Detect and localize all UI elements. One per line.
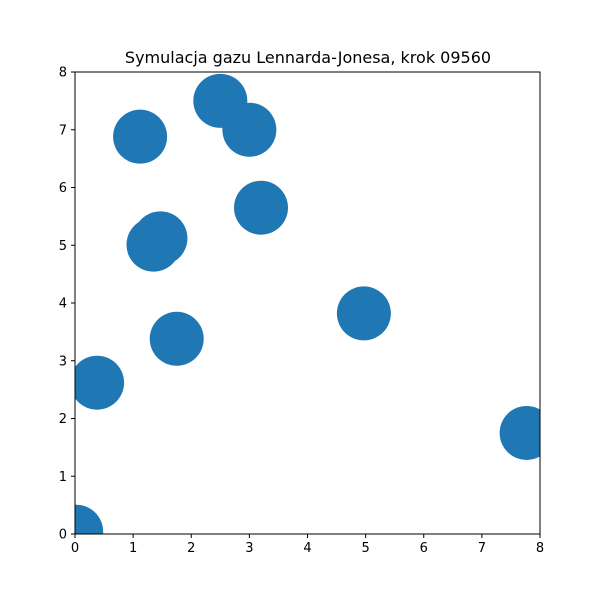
particle-point <box>75 355 125 410</box>
y-axis: 0 1 2 3 4 5 6 7 8 <box>59 66 75 543</box>
x-tick-label: 0 <box>71 541 79 556</box>
particle-point <box>499 405 540 460</box>
y-tick-label: 1 <box>59 470 67 485</box>
particle-point <box>113 109 168 164</box>
x-tick-label: 2 <box>187 541 195 556</box>
particle-point <box>149 311 204 366</box>
chart-title: Symulacja gazu Lennarda-Jonesa, krok 095… <box>124 48 492 67</box>
y-tick-label: 5 <box>59 239 67 254</box>
particle-point <box>126 217 181 272</box>
y-tick-label: 0 <box>59 528 67 543</box>
y-tick-label: 7 <box>59 123 67 138</box>
y-tick-label: 3 <box>59 354 67 369</box>
y-tick-label: 8 <box>59 66 67 81</box>
particle-point <box>336 286 391 341</box>
x-axis: 0 1 2 3 4 5 6 7 8 <box>71 534 544 556</box>
x-tick-label: 3 <box>245 541 253 556</box>
y-tick-label: 4 <box>59 297 67 312</box>
x-tick-label: 7 <box>478 541 486 556</box>
x-tick-label: 4 <box>303 541 311 556</box>
particle-point <box>222 102 277 157</box>
x-tick-label: 8 <box>536 541 544 556</box>
x-tick-label: 6 <box>420 541 428 556</box>
points-layer <box>75 73 540 534</box>
particle-point <box>234 180 288 235</box>
x-tick-label: 5 <box>361 541 369 556</box>
y-tick-label: 6 <box>59 181 67 196</box>
particle-point <box>75 504 104 534</box>
y-tick-label: 2 <box>59 412 67 427</box>
x-tick-label: 1 <box>129 541 137 556</box>
